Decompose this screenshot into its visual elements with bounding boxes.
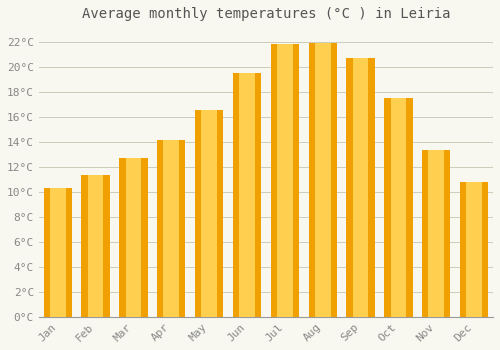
Bar	[270, 44, 299, 317]
Bar	[50, 188, 66, 317]
Bar	[466, 182, 482, 317]
Bar	[353, 58, 368, 317]
Bar	[239, 73, 255, 317]
Bar	[390, 98, 406, 317]
Bar	[460, 182, 488, 317]
Bar	[428, 150, 444, 317]
Bar	[157, 140, 186, 317]
Title: Average monthly temperatures (°C ) in Leiria: Average monthly temperatures (°C ) in Le…	[82, 7, 450, 21]
Bar	[202, 110, 217, 317]
Bar	[119, 158, 148, 317]
Bar	[126, 158, 141, 317]
Bar	[233, 73, 261, 317]
Bar	[315, 43, 330, 317]
Bar	[88, 175, 104, 317]
Bar	[384, 98, 412, 317]
Bar	[422, 150, 450, 317]
Bar	[346, 58, 375, 317]
Bar	[277, 44, 292, 317]
Bar	[195, 110, 224, 317]
Bar	[164, 140, 179, 317]
Bar	[82, 175, 110, 317]
Bar	[44, 188, 72, 317]
Bar	[308, 43, 337, 317]
